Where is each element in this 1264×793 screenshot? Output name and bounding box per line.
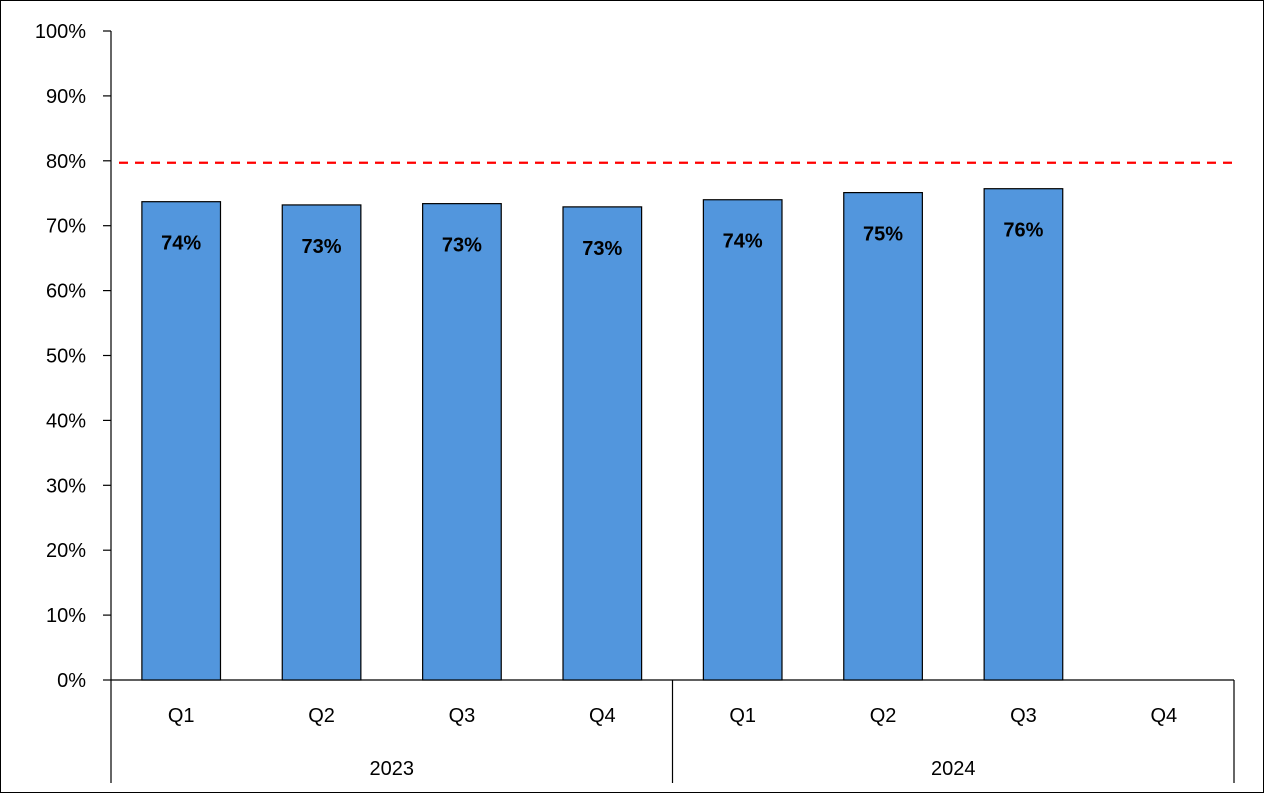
data-label: 74%: [723, 231, 763, 253]
data-label: 73%: [582, 238, 622, 260]
data-label: 75%: [863, 224, 903, 246]
bar[interactable]: [702, 199, 783, 681]
x-group-label: 2024: [931, 758, 976, 780]
bar[interactable]: [422, 203, 502, 681]
bar[interactable]: [141, 201, 222, 681]
x-category-label: Q3: [1010, 705, 1037, 727]
x-category-label: Q2: [308, 705, 335, 727]
y-tick-label: 100%: [35, 21, 86, 43]
data-label: 76%: [1003, 220, 1043, 242]
y-tick-label: 50%: [46, 346, 86, 368]
x-category-label: Q3: [449, 705, 476, 727]
y-tick-label: 30%: [46, 475, 86, 497]
x-category-label: Q1: [729, 705, 756, 727]
y-tick-label: 70%: [46, 216, 86, 238]
x-group-label: 2023: [370, 758, 415, 780]
y-tick-label: 40%: [46, 410, 86, 432]
x-category-label: Q4: [1150, 705, 1177, 727]
y-tick-label: 20%: [46, 540, 86, 562]
bar[interactable]: [281, 204, 362, 681]
y-tick-label: 0%: [57, 670, 86, 692]
y-tick-label: 90%: [46, 86, 86, 108]
bar[interactable]: [843, 192, 923, 681]
y-tick-label: 80%: [46, 151, 86, 173]
bar[interactable]: [562, 206, 643, 681]
y-tick-label: 10%: [46, 605, 86, 627]
x-category-label: Q4: [589, 705, 616, 727]
data-label: 73%: [442, 235, 482, 257]
y-tick-label: 60%: [46, 281, 86, 303]
data-label: 74%: [161, 233, 201, 255]
x-category-label: Q1: [168, 705, 195, 727]
x-category-label: Q2: [870, 705, 897, 727]
data-label: 73%: [302, 236, 342, 258]
bar[interactable]: [983, 188, 1064, 681]
